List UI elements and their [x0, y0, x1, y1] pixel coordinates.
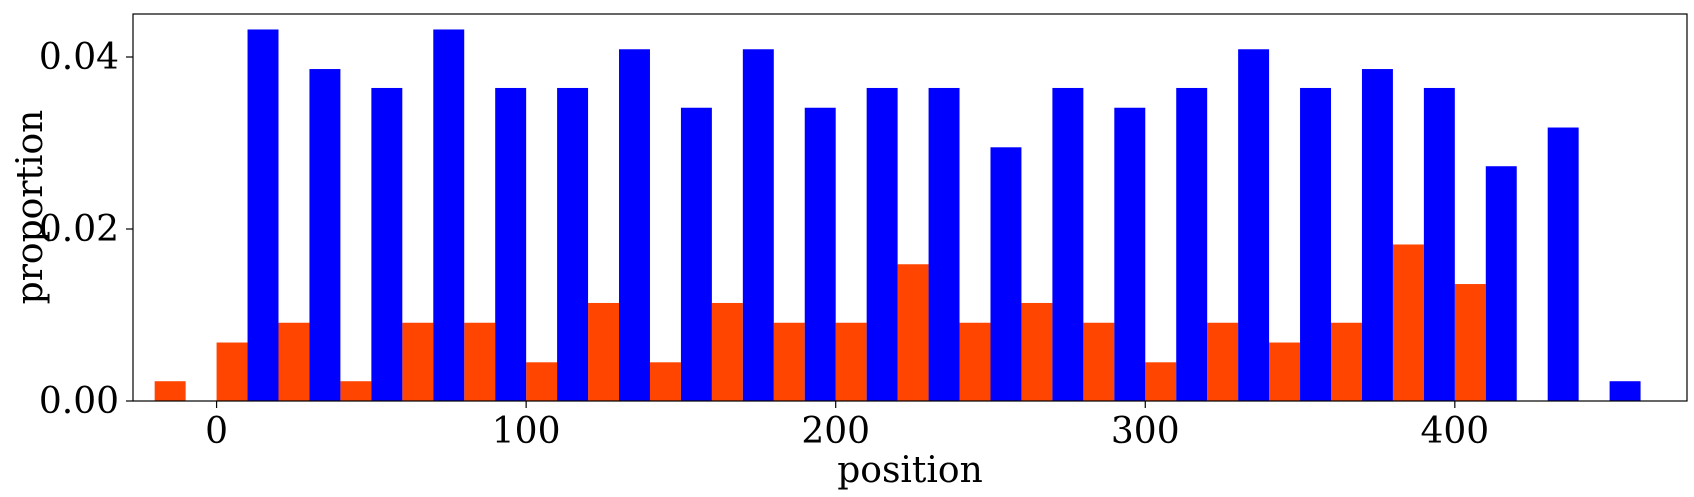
bar-series2-13: [990, 147, 1022, 401]
bar-series1-0: [154, 381, 186, 401]
x-tick-label: 400: [1420, 411, 1489, 452]
x-tick-label: 300: [1111, 411, 1180, 452]
bar-series1-2: [278, 322, 310, 401]
bar-series2-19: [1361, 69, 1393, 401]
bar-series1-16: [1145, 362, 1177, 401]
bar-series2-9: [742, 49, 774, 401]
bar-series1-10: [773, 322, 805, 401]
bar-series1-7: [588, 302, 620, 401]
bar-series2-21: [1485, 166, 1517, 401]
bars-layer: [154, 29, 1641, 402]
bar-series2-15: [1114, 107, 1146, 402]
y-tick-label: 0.04: [39, 37, 119, 78]
bar-series1-11: [835, 322, 867, 401]
bar-series2-12: [928, 87, 960, 402]
bar-series1-20: [1392, 244, 1424, 401]
y-axis: 0.00 0.02 0.04: [39, 37, 133, 422]
y-tick-label: 0.00: [39, 381, 119, 422]
bar-series2-16: [1176, 87, 1208, 402]
bar-series1-4: [402, 322, 434, 401]
bar-series2-10: [804, 107, 836, 402]
y-axis-label: proportion: [10, 110, 51, 305]
bar-series2-7: [619, 49, 650, 401]
bar-series1-5: [464, 322, 496, 401]
bar-series1-13: [959, 322, 991, 401]
bar-series1-6: [526, 362, 558, 401]
bar-series2-1: [247, 29, 279, 401]
plot-frame: [132, 13, 1688, 402]
bar-series1-15: [1083, 322, 1115, 401]
bar-series2-2: [309, 69, 341, 401]
x-tick-label: 200: [801, 411, 870, 452]
bar-series2-6: [557, 87, 589, 402]
bar-series2-17: [1238, 49, 1270, 401]
bar-series1-3: [340, 381, 372, 401]
x-axis-label: position: [837, 450, 983, 491]
bar-series1-17: [1207, 322, 1239, 401]
bar-series2-14: [1052, 87, 1084, 402]
bar-series2-4: [433, 29, 465, 401]
x-tick-label: 100: [492, 411, 561, 452]
bar-series2-5: [495, 87, 527, 402]
y-tick-label: 0.02: [39, 209, 119, 250]
bar-series2-20: [1423, 87, 1455, 402]
bar-series2-22: [1547, 127, 1579, 402]
x-tick-label: 0: [205, 411, 228, 452]
bar-series1-21: [1454, 284, 1486, 401]
bar-series2-8: [680, 107, 712, 402]
bar-series2-18: [1300, 87, 1332, 402]
bar-series2-23: [1609, 381, 1641, 401]
bar-series1-9: [711, 302, 743, 401]
bar-series1-18: [1269, 342, 1301, 401]
bar-series1-14: [1021, 302, 1053, 401]
x-axis: 0 100 200 300 400: [205, 401, 1489, 452]
bar-series2-3: [371, 87, 403, 402]
bar-series1-8: [649, 362, 681, 401]
bar-series1-12: [897, 264, 929, 401]
bar-series2-11: [866, 87, 898, 402]
bar-series1-19: [1331, 322, 1362, 401]
bar-series1-1: [216, 342, 248, 401]
